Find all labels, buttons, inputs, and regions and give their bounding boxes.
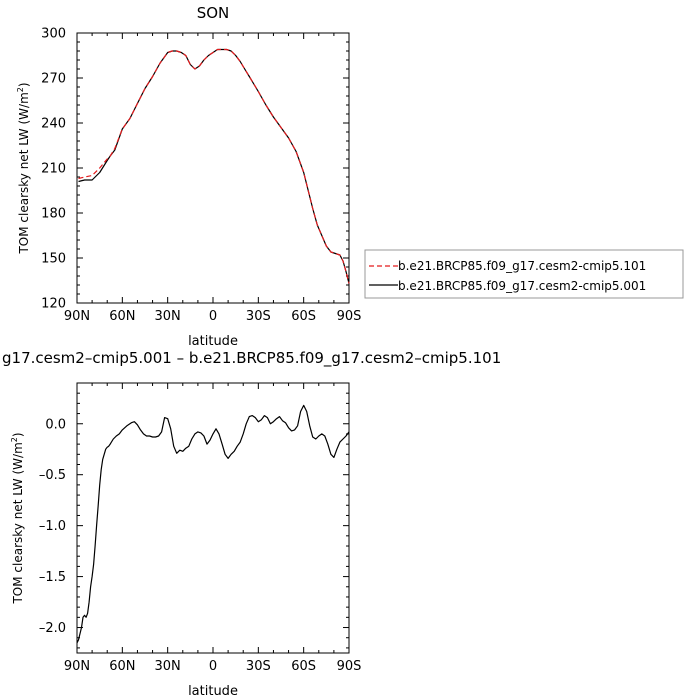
bottom-y-tick-label: –0.5 [39,468,66,483]
bottom-title: g17.cesm2–cmip5.001 – b.e21.BRCP85.f09_g… [2,349,501,368]
top-series-line-0 [78,48,350,284]
bottom-y-tick-label: –2.0 [39,621,66,636]
top-x-tick-label: 60N [109,309,135,324]
top-tick-labels: 90N 60N 30N 0 30S 60S 90S 120 150 180 210 240 270 300 [41,27,361,325]
top-panel: SON 90N 60N 30N 0 30S 60S 90S 120 150 180 210 240 27… [16,4,684,349]
top-ticks [76,32,350,304]
top-y-tick-label: 270 [41,72,66,87]
top-y-tick-label: 240 [41,117,66,132]
bottom-ticks [76,382,350,653]
bottom-x-tick-label: 90S [337,659,362,674]
bottom-plot-frame [76,382,350,654]
legend: b.e21.BRCP85.f09_g17.cesm2-cmip5.101 b.e… [364,249,684,299]
bottom-y-axis-label: TOM clearsky net LW (W/m2) [10,432,25,604]
top-x-tick-label: 90S [337,309,362,324]
top-series-line-1 [78,48,350,284]
top-title: SON [197,4,230,22]
bottom-x-tick-label: 60S [291,659,316,674]
bottom-y-tick-label: –1.5 [39,570,66,585]
bottom-x-tick-label: 60N [109,659,135,674]
top-x-tick-label: 0 [209,309,217,324]
bottom-series-line-0 [76,404,350,644]
bottom-x-tick-label: 90N [64,659,90,674]
bottom-y-tick-label: 0.0 [45,417,66,432]
top-y-tick-label: 210 [41,162,66,177]
top-plot-frame [76,32,350,304]
top-x-tick-label: 30N [155,309,181,324]
top-x-tick-label: 90N [64,309,90,324]
legend-label-series-101: b.e21.BRCP85.f09_g17.cesm2-cmip5.101 [398,259,646,273]
bottom-y-tick-label: –1.0 [39,519,66,534]
bottom-x-tick-label: 30S [246,659,271,674]
top-y-axis-label: TOM clearsky net LW (W/m2) [16,82,31,254]
top-y-tick-label: 300 [41,27,66,42]
top-x-tick-label: 60S [291,309,316,324]
bottom-tick-labels: 90N 60N 30N 0 30S 60S 90S 0.0 –0.5 –1.0 –1.5 –2.0 [39,417,362,674]
top-x-axis-label: latitude [188,334,238,349]
top-series-group [78,48,350,284]
legend-box [364,249,684,299]
bottom-x-tick-label: 30N [155,659,181,674]
top-y-tick-label: 120 [41,297,66,312]
legend-label-series-001: b.e21.BRCP85.f09_g17.cesm2-cmip5.001 [398,279,646,293]
bottom-series-group [76,404,350,644]
top-y-tick-label: 150 [41,252,66,267]
top-y-tick-label: 180 [41,207,66,222]
bottom-x-axis-label: latitude [188,684,238,699]
bottom-panel: g17.cesm2–cmip5.001 – b.e21.BRCP85.f09_g… [2,349,501,699]
top-x-tick-label: 30S [246,309,271,324]
bottom-x-tick-label: 0 [209,659,217,674]
